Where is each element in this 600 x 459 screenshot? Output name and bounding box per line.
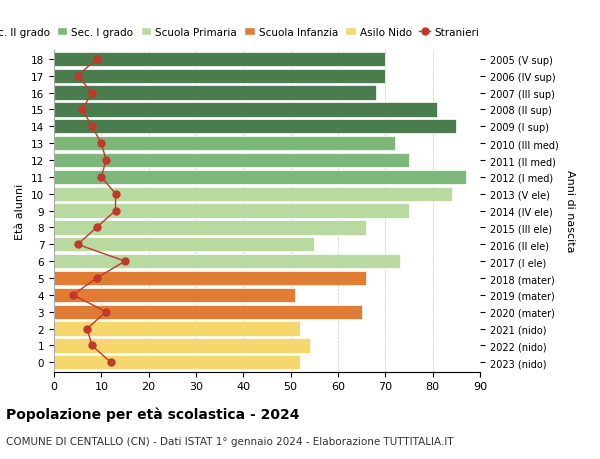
Point [120,258,130,265]
Bar [54,305,362,319]
Point [68,291,78,299]
Point [87,123,97,131]
Point [82,325,92,333]
Point [101,308,111,316]
Point [73,73,82,80]
Point [73,241,82,248]
Point [97,140,106,147]
Point [92,56,101,63]
Point [101,157,111,164]
Text: COMUNE DI CENTALLO (CN) - Dati ISTAT 1° gennaio 2024 - Elaborazione TUTTITALIA.I: COMUNE DI CENTALLO (CN) - Dati ISTAT 1° … [6,436,454,446]
Bar [54,254,400,269]
Bar [54,204,409,218]
Bar [54,137,395,151]
Bar [54,69,385,84]
Y-axis label: Anni di nascita: Anni di nascita [565,170,575,252]
Point [111,207,121,215]
Bar [54,170,466,185]
Point [111,190,121,198]
Point [106,359,116,366]
Bar [54,322,300,336]
Bar [54,153,409,168]
Legend: Sec. II grado, Sec. I grado, Scuola Primaria, Scuola Infanzia, Asilo Nido, Stran: Sec. II grado, Sec. I grado, Scuola Prim… [0,23,483,42]
Bar [54,221,367,235]
Point [92,224,101,232]
Bar [54,288,295,302]
Bar [54,355,300,369]
Point [87,342,97,349]
Bar [54,271,367,285]
Y-axis label: Età alunni: Età alunni [16,183,25,239]
Bar [54,187,452,202]
Bar [54,53,385,67]
Point [97,174,106,181]
Bar [54,339,310,353]
Bar [54,86,376,101]
Point [87,90,97,97]
Bar [54,238,314,252]
Point [77,106,87,114]
Bar [54,120,457,134]
Bar [54,103,437,118]
Text: Popolazione per età scolastica - 2024: Popolazione per età scolastica - 2024 [6,406,299,421]
Point [92,275,101,282]
